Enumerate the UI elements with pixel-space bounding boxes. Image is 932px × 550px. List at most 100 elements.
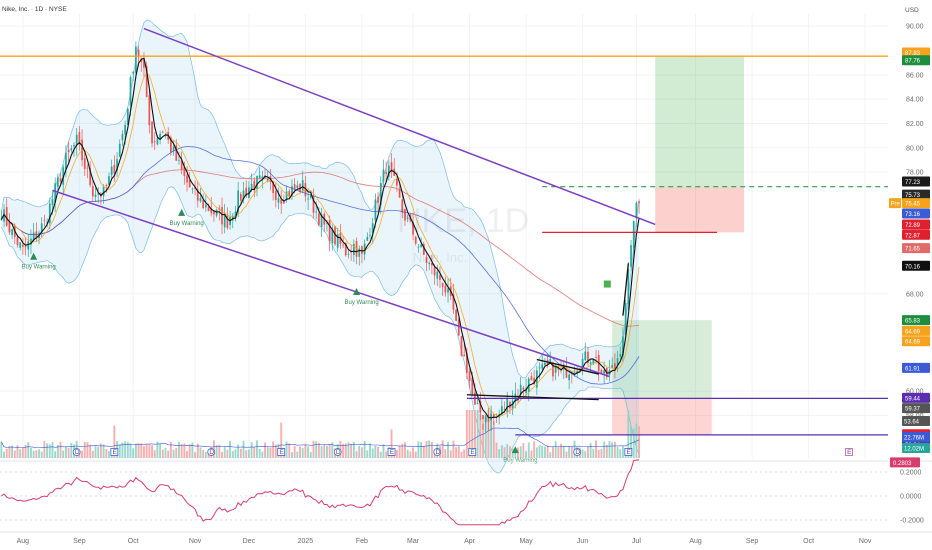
x-tick-label: May — [519, 538, 533, 545]
price-badge: 64.69 — [902, 336, 930, 347]
candle-body — [414, 236, 417, 244]
volume-bar — [482, 423, 484, 458]
candle-body — [366, 237, 369, 241]
volume-bar — [199, 447, 202, 458]
volume-bar — [264, 442, 266, 458]
candle-body — [406, 217, 409, 219]
candle-body — [355, 240, 358, 257]
candle-body — [611, 365, 614, 368]
candle-body — [301, 180, 304, 192]
candle-body — [250, 183, 253, 190]
volume-bar — [19, 449, 22, 458]
candle-body — [385, 172, 388, 174]
volume-bar — [619, 449, 622, 458]
volume-bar — [363, 440, 366, 458]
volume-bar — [291, 452, 293, 458]
price-badge: 71.65 — [902, 243, 930, 254]
candle-body — [70, 148, 73, 151]
volume-bar — [237, 444, 240, 458]
trend-lines — [0, 27, 888, 436]
candle-body — [616, 358, 619, 366]
candle-body — [253, 180, 256, 191]
candle-body — [479, 401, 482, 413]
volume-bar — [30, 447, 32, 458]
price-axis[interactable]: 90.00 86.00 84.00 82.00 80.00 78.00 68.00 60.00… — [889, 24, 930, 453]
candle-body — [347, 253, 350, 255]
volume-bar — [48, 444, 51, 458]
candle-body — [256, 175, 258, 190]
event-letter: E — [113, 449, 118, 456]
candle-body — [113, 164, 116, 174]
price-badge-text: 65.83 — [905, 319, 921, 325]
volume-bar — [81, 450, 84, 458]
candle-body — [358, 248, 361, 257]
volume-bar — [239, 448, 242, 458]
candle-body — [102, 186, 105, 197]
volume-bar — [108, 451, 110, 458]
volume-bar — [420, 442, 423, 458]
earnings-icon — [110, 448, 119, 456]
earnings-icon — [387, 448, 396, 456]
volume-badge-bg — [902, 416, 930, 426]
event-letter: D — [575, 449, 580, 456]
candle-body — [379, 183, 382, 206]
volume-bar — [151, 445, 153, 458]
watermark-name: Nike, Inc. — [413, 250, 467, 265]
candle-body — [86, 167, 89, 169]
volume-bar — [395, 450, 398, 458]
premarket-tag: Pre — [891, 202, 901, 208]
volume-bar — [89, 444, 92, 458]
volume-bar — [309, 452, 312, 458]
candle-body — [105, 184, 108, 187]
take-profit-zone — [655, 56, 745, 187]
volume-bar — [366, 450, 369, 458]
volume-bar — [164, 447, 167, 458]
candle-body — [460, 336, 463, 356]
candle-body — [468, 371, 471, 382]
price-badge-text: 77.23 — [905, 180, 921, 186]
volume-bar — [541, 445, 544, 458]
time-axis[interactable]: Aug Sep Oct Nov Dec 2025 Feb Mar Apr May Jun Jul Aug… — [0, 531, 932, 545]
candle-body — [484, 416, 487, 423]
price-badge: 64.69 — [902, 325, 930, 336]
volume-bar — [430, 442, 433, 458]
candle-body — [280, 199, 283, 204]
candle-body — [307, 198, 309, 200]
rsi-pane: 0.2000 0.0000 -0.2000 0.2803 — [0, 457, 932, 526]
price-badge-bg — [902, 208, 930, 219]
volume-bar — [54, 451, 57, 458]
price-badge: 59.44 — [902, 392, 930, 403]
volume-bar — [83, 441, 86, 458]
volume-bar — [175, 447, 178, 458]
candle-body — [178, 159, 180, 161]
watermark-symbol: NKE, 1D — [397, 202, 529, 240]
candle-body — [334, 226, 336, 245]
volume-bar — [43, 441, 46, 458]
volume-bar — [161, 449, 164, 458]
volume-bar — [412, 447, 414, 458]
candle-body — [503, 408, 506, 410]
price-badge: 72.89 — [902, 219, 930, 230]
candle-body — [455, 309, 457, 321]
price-badge-bg — [902, 336, 930, 347]
earnings-icon — [277, 448, 286, 456]
volume-bar — [153, 450, 156, 458]
volume-badge-bg — [902, 432, 930, 442]
candle-body — [116, 159, 118, 171]
volume-bar — [124, 441, 127, 458]
candle-body — [336, 234, 339, 248]
candle-body — [554, 365, 557, 373]
volume-badge-text: 22.76M — [904, 436, 924, 442]
volume-bar — [317, 442, 320, 458]
price-badge-text: 87.83 — [905, 51, 921, 57]
volume-bar — [121, 442, 124, 458]
volume-bar — [409, 451, 412, 458]
volume-bar — [465, 410, 468, 458]
candle-body — [377, 196, 379, 203]
volume-bar — [406, 449, 409, 458]
candle-body — [8, 222, 11, 233]
event-letter: D — [209, 449, 214, 456]
candle-body — [153, 141, 156, 143]
